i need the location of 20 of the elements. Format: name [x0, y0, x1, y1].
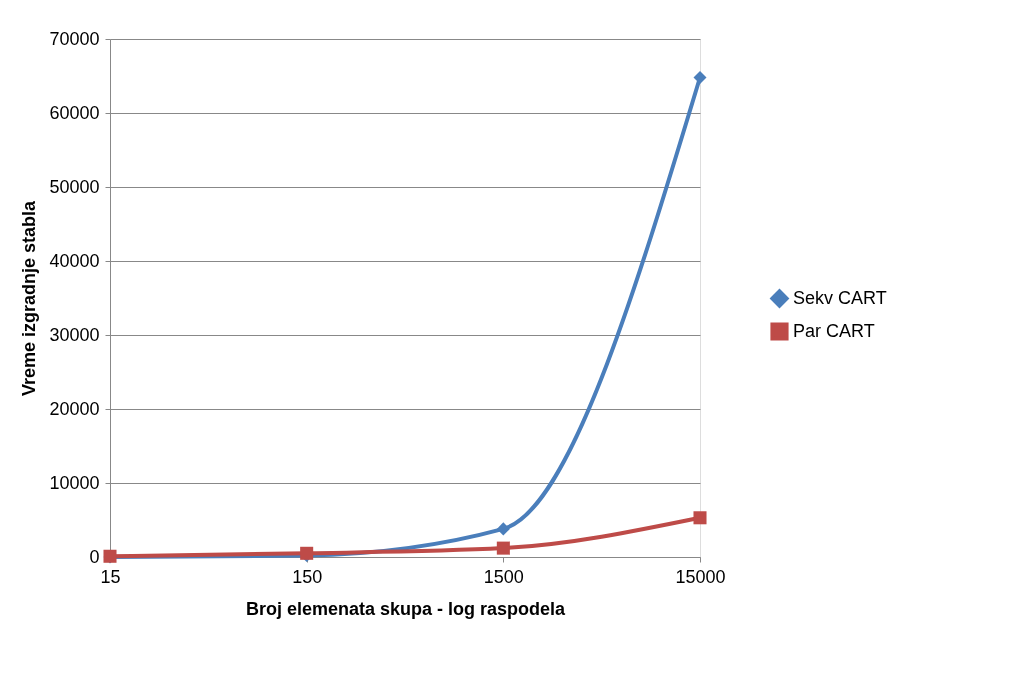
x-tick-label: 1500 [483, 566, 524, 587]
y-tick-label: 0 [89, 546, 100, 567]
x-tick-label: 15 [100, 566, 121, 587]
y-tick-label: 70000 [49, 28, 100, 49]
x-tick-label: 15000 [675, 566, 726, 587]
point [693, 70, 707, 84]
y-axis-title: Vreme izgradnje stabla [19, 199, 40, 397]
point [693, 511, 707, 525]
y-tick-label: 30000 [49, 324, 100, 345]
y-tick-label: 20000 [49, 398, 100, 419]
legend-label: Par CART [793, 320, 875, 341]
legend-label: Sekv CART [793, 287, 887, 308]
point [496, 522, 510, 536]
y-tick-label: 40000 [49, 250, 100, 271]
x-axis-title: Broj elemenata skupa - log raspodela [245, 598, 567, 619]
point [496, 541, 510, 555]
y-tick-label: 10000 [49, 472, 100, 493]
y-tick-label: 60000 [49, 102, 100, 123]
x-tick-label: 150 [292, 566, 323, 587]
y-tick-label: 50000 [49, 176, 100, 197]
